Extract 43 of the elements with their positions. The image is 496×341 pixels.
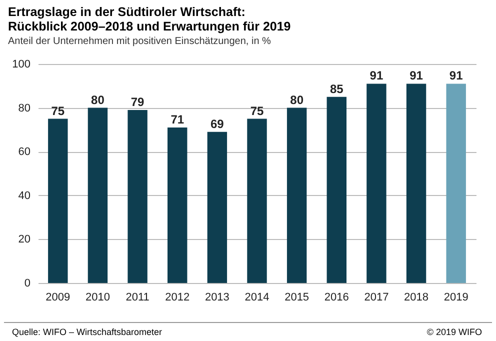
x-tick-label: 2018 — [404, 292, 429, 304]
data-label: 75 — [51, 104, 65, 118]
data-label: 91 — [370, 68, 384, 83]
y-tick-label: 20 — [18, 234, 30, 246]
bar — [286, 108, 307, 283]
data-label: 71 — [170, 112, 184, 127]
x-tick-label: 2013 — [204, 292, 230, 304]
y-tick-label: 100 — [12, 58, 30, 70]
bar — [247, 118, 267, 283]
source-note: Quelle: WIFO – Wirtschaftsbarometer — [12, 327, 162, 337]
x-tick-label: 2014 — [244, 292, 270, 304]
x-tick-label: 2012 — [165, 292, 190, 304]
data-label: 91 — [449, 68, 464, 83]
bar — [88, 108, 108, 283]
x-tick-label: 2017 — [364, 292, 389, 304]
data-label: 69 — [210, 116, 224, 131]
data-label: 75 — [250, 104, 264, 118]
y-tick-label: 0 — [24, 278, 30, 290]
data-label: 80 — [91, 92, 105, 107]
bar — [128, 110, 148, 283]
bar — [326, 96, 346, 283]
bar — [406, 84, 426, 283]
x-tick-label: 2009 — [46, 292, 70, 304]
x-tick-label: 2011 — [126, 292, 150, 304]
bar — [48, 118, 68, 283]
y-tick-label: 40 — [18, 190, 30, 202]
bar — [366, 84, 386, 283]
chart-subtitle: Anteil der Unternehmen mit positiven Einschätzungen, in % — [8, 36, 272, 47]
bar — [207, 132, 228, 283]
x-tick-label: 2015 — [284, 292, 310, 304]
data-label: 91 — [410, 68, 424, 83]
bar — [168, 128, 188, 283]
chart-title: Ertragslage in der Südtiroler Wirtschaft: Rückblick 2009–2018 und Erwartungen für 2019 — [8, 5, 291, 34]
text: © 2019 WIFO — [426, 327, 482, 337]
x-tick-label: 2010 — [85, 292, 110, 304]
x-tick-label: 2019 — [444, 292, 468, 304]
y-tick-label: 80 — [18, 102, 30, 114]
data-label: 79 — [130, 94, 145, 109]
x-tick-label: 2016 — [324, 292, 349, 304]
y-tick-label: 60 — [18, 146, 30, 158]
data-label: 80 — [290, 92, 304, 107]
data-label: 85 — [330, 82, 344, 96]
bar — [446, 84, 466, 283]
